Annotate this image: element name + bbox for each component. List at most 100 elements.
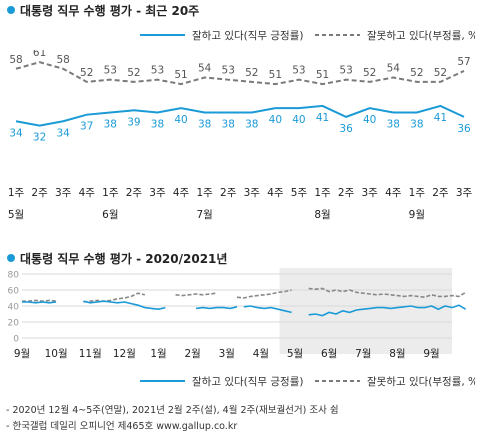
week-tick-label: 3주 <box>55 187 72 199</box>
week-tick-label: 3주 <box>456 187 473 199</box>
month-tick-label: 11월 <box>79 348 102 360</box>
y-tick-label: 40 <box>8 303 20 313</box>
disapprove-line-segment <box>308 287 467 299</box>
month-tick-label: 8월 <box>314 209 330 221</box>
week-tick-label: 2주 <box>126 187 143 199</box>
approve-data-label: 38 <box>387 119 400 131</box>
month-tick-label: 5월 <box>8 209 24 221</box>
y-tick-label: 0 <box>13 335 19 345</box>
recent-period-shade <box>279 268 452 354</box>
disapprove-data-label: 58 <box>56 54 69 66</box>
disapprove-data-label: 52 <box>127 67 140 79</box>
disapprove-data-label: 51 <box>316 69 329 81</box>
approve-line-segment <box>308 304 467 317</box>
disapprove-data-label: 51 <box>174 69 187 81</box>
month-tick-label: 2월 <box>184 348 200 360</box>
week-tick-label: 1주 <box>102 187 119 199</box>
footnote-source: - 한국갤럽 데일리 오피니언 제465호 www.gallup.co.kr <box>6 421 238 432</box>
approve-line-segment <box>83 300 166 311</box>
month-tick-label: 7월 <box>355 348 371 360</box>
week-tick-label: 5주 <box>291 187 308 199</box>
month-tick-label: 9월 <box>409 209 425 221</box>
week-tick-label: 2주 <box>31 187 48 199</box>
approve-data-label: 38 <box>245 119 258 131</box>
legend2-approve-label: 잘하고 있다(직무 긍정률) <box>192 375 303 388</box>
week-tick-label: 4주 <box>267 187 284 199</box>
month-tick-label: 10월 <box>45 348 68 360</box>
week-tick-label: 3주 <box>362 187 379 199</box>
approve-data-label: 40 <box>363 114 376 126</box>
week-tick-label: 1주 <box>314 187 331 199</box>
approve-data-label: 40 <box>292 114 305 126</box>
disapprove-data-label: 53 <box>151 65 164 77</box>
approve-data-label: 40 <box>174 114 187 126</box>
disapprove-data-label: 52 <box>245 67 258 79</box>
approve-data-label: 34 <box>9 127 23 139</box>
week-tick-label: 2주 <box>220 187 237 199</box>
disapprove-data-label: 52 <box>363 67 376 79</box>
week-tick-label: 3주 <box>149 187 166 199</box>
month-tick-label: 12월 <box>113 348 136 360</box>
approve-data-label: 41 <box>434 112 447 124</box>
approve-data-label: 38 <box>198 119 211 131</box>
disapprove-data-label: 57 <box>457 56 470 68</box>
approve-line-segment <box>243 305 292 314</box>
approve-line <box>15 104 465 127</box>
approve-line-segment <box>22 301 57 304</box>
approve-data-label: 37 <box>80 121 93 133</box>
month-tick-label: 8월 <box>389 348 405 360</box>
legend-disapprove-label: 잘못하고 있다(부정률, %) <box>367 29 475 42</box>
y-tick-label: 60 <box>8 287 20 297</box>
disapprove-data-label: 52 <box>434 67 447 79</box>
approve-data-label: 38 <box>151 119 164 131</box>
footnote-survey-gaps: - 2020년 12월 4~5주(연말), 2021년 2월 2주(설), 4월… <box>6 405 339 416</box>
chart1-legend: 잘하고 있다(직무 긍정률) 잘못하고 있다(부정률, %) <box>140 29 475 42</box>
disapprove-data-label: 51 <box>269 69 282 81</box>
chart2-title-dot <box>7 254 15 262</box>
approve-data-label: 39 <box>127 116 140 128</box>
approve-data-label: 40 <box>269 114 282 126</box>
disapprove-line-segment <box>236 289 292 299</box>
disapprove-line-segment <box>175 292 217 297</box>
approve-data-label: 36 <box>457 123 471 135</box>
approve-data-label: 36 <box>339 123 353 135</box>
y-tick-label: 20 <box>8 319 20 329</box>
approve-data-label: 34 <box>56 127 70 139</box>
month-tick-label: 1월 <box>150 348 166 360</box>
week-tick-label: 4주 <box>385 187 402 199</box>
month-tick-label: 9월 <box>14 348 30 360</box>
week-tick-label: 2주 <box>432 187 449 199</box>
approve-data-label: 41 <box>316 112 329 124</box>
disapprove-data-label: 61 <box>33 50 46 59</box>
disapprove-data-label: 53 <box>292 65 305 77</box>
chart2-plot: 0 20 40 60 80 9월 10월 11월 12월 1월 2월 3월 4월 5월 6월 7월 8월 9월 <box>8 268 467 360</box>
disapprove-data-label: 54 <box>387 63 401 75</box>
approve-data-label: 38 <box>222 119 235 131</box>
chart2-legend: 잘하고 있다(직무 긍정률) 잘못하고 있다(부정률, %) <box>140 375 475 388</box>
disapprove-data-label: 52 <box>80 67 93 79</box>
disapprove-data-label: 53 <box>222 65 235 77</box>
week-tick-label: 2주 <box>338 187 355 199</box>
chart1-plot: 58 61 58 52 53 52 53 51 54 53 52 51 53 51 53 52 54 52 52 57… <box>8 50 473 221</box>
month-tick-label: 6월 <box>102 209 118 221</box>
month-tick-label: 4월 <box>253 348 269 360</box>
month-tick-label: 3월 <box>219 348 235 360</box>
chart2-title: 대통령 직무 수행 평가 - 2020/2021년 <box>20 252 228 266</box>
disapprove-data-label: 52 <box>410 67 423 79</box>
disapprove-data-label: 54 <box>198 63 212 75</box>
week-tick-label: 4주 <box>79 187 96 199</box>
week-tick-label: 1주 <box>409 187 426 199</box>
chart1-title: 대통령 직무 수행 평가 - 최근 20주 <box>20 4 200 18</box>
disapprove-data-label: 58 <box>9 54 22 66</box>
month-tick-label: 7월 <box>196 209 212 221</box>
disapprove-data-label: 53 <box>339 65 352 77</box>
week-tick-label: 3주 <box>244 187 261 199</box>
week-tick-label: 4주 <box>173 187 190 199</box>
week-tick-label: 1주 <box>196 187 213 199</box>
disapprove-data-label: 53 <box>104 65 117 77</box>
approve-data-label: 32 <box>33 132 46 144</box>
chart1-title-dot <box>7 6 15 14</box>
disapprove-line-segment <box>83 292 146 303</box>
disapprove-line-segment <box>22 299 57 303</box>
legend-approve-label: 잘하고 있다(직무 긍정률) <box>192 29 303 42</box>
